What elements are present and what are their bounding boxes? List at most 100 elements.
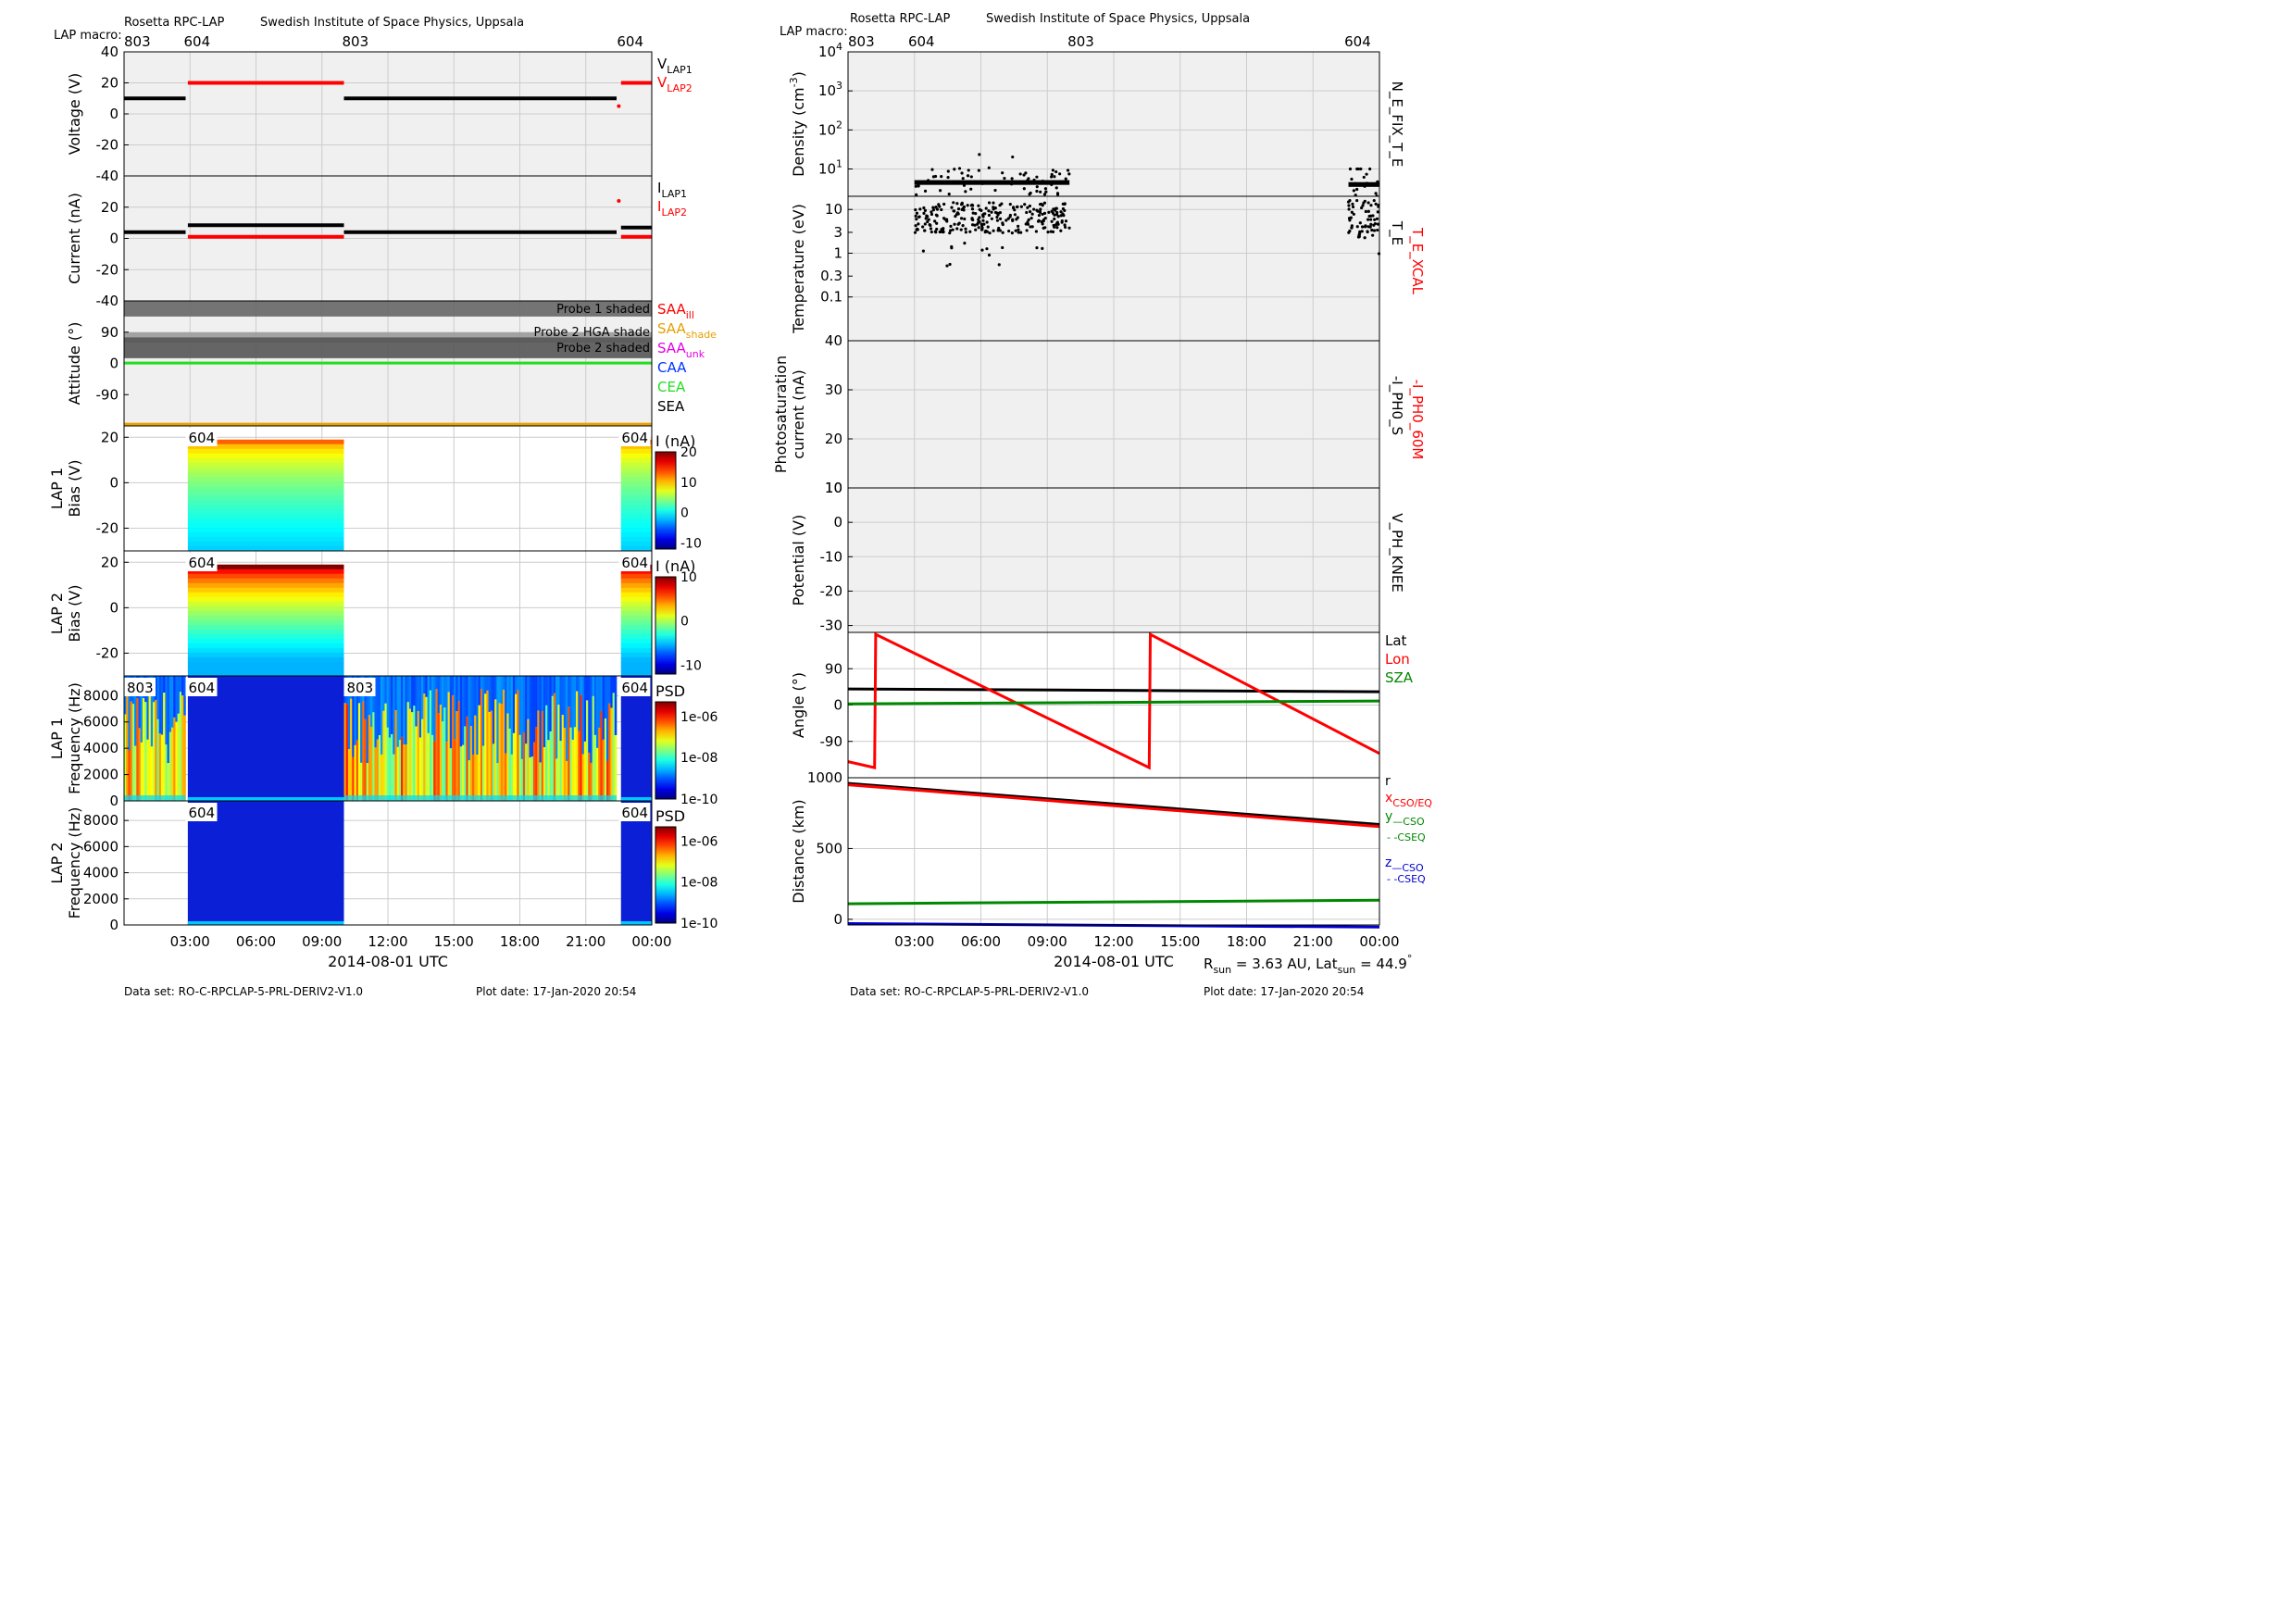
- lap1_psd-psd-column-top: [183, 676, 186, 716]
- lap1_psd-macro-label: 803: [127, 680, 154, 696]
- lap1_psd-psd-column: [368, 715, 371, 801]
- lap1_psd-psd-column-top: [173, 676, 176, 718]
- temperature-point: [1017, 224, 1020, 228]
- lap1_psd-psd-column: [140, 742, 144, 801]
- lap1_psd-psd-column: [573, 727, 577, 801]
- temperature-point: [945, 264, 949, 268]
- temperature-point: [1054, 206, 1058, 210]
- temperature-point: [966, 204, 969, 207]
- lap1_psd-psd-column-top: [557, 676, 560, 706]
- temperature-point: [978, 207, 981, 211]
- lap1_psd-psd-column: [525, 743, 528, 801]
- lap1_bias-heat-row: [620, 531, 652, 538]
- potential-ytick-label: 10: [825, 480, 842, 496]
- lap1_psd-psd-column: [345, 704, 349, 801]
- density-point: [1010, 177, 1014, 181]
- lap1_psd-psd-column: [173, 717, 176, 801]
- temperature-point: [977, 226, 980, 230]
- temperature-point: [984, 229, 988, 233]
- lap2_psd-ytick-label: 8000: [83, 812, 119, 829]
- lap2_bias-heat-row: [620, 568, 652, 575]
- lap2_bias-heat-row: [620, 652, 652, 658]
- density-point: [947, 193, 951, 196]
- temperature-point: [961, 224, 965, 228]
- temperature-point: [1040, 219, 1043, 224]
- lap1_bias-heat-row: [187, 518, 344, 524]
- lap2_psd-macro-box: [185, 803, 218, 821]
- lap1_psd-psd-column: [179, 692, 182, 801]
- current-ylabel: Current (nA): [66, 193, 83, 284]
- temperature-point: [925, 214, 929, 218]
- temperature-point: [915, 218, 918, 221]
- temperature-point: [1037, 213, 1042, 218]
- attitude-legend-entry: SEA: [657, 398, 685, 415]
- lap2_psd-psd-quiet: [620, 801, 652, 925]
- temperature-point: [987, 209, 991, 213]
- density-point: [966, 174, 970, 178]
- lap1_bias-heat-row: [620, 522, 652, 529]
- lap2_bias-heat-row: [187, 656, 344, 663]
- density-point: [993, 188, 997, 193]
- lap1_psd-psd-column: [454, 739, 456, 801]
- temperature-point: [973, 223, 977, 227]
- lap1_psd-psd-column: [445, 742, 448, 801]
- temperature-point: [1350, 210, 1354, 214]
- density-point: [1050, 175, 1054, 179]
- rsun-annotation: Rsun = 3.63 AU, Latsun = 44.9°: [1204, 953, 1412, 976]
- right-xlabel: 2014-08-01 UTC: [1054, 953, 1174, 970]
- lap1_psd-psd-column-top: [505, 676, 507, 754]
- lap1_psd-psd-column: [394, 709, 397, 801]
- lap1_psd-psd-column: [163, 693, 166, 801]
- lap1_psd-psd-column-top: [360, 676, 363, 763]
- density-point: [1022, 187, 1026, 191]
- temperature-point: [1023, 203, 1027, 206]
- photosaturation-ytick-label: 20: [825, 431, 842, 447]
- lap1_psd-psd-column-top: [384, 676, 387, 704]
- lap1_psd-psd-column-top: [478, 676, 481, 706]
- lap2_bias-ylabel: LAP 2: [48, 593, 66, 634]
- density-point: [1368, 167, 1372, 171]
- lap1_psd-psd-column: [581, 754, 585, 801]
- lap1_psd-psd-column-top: [454, 676, 456, 740]
- potential-right-label: V_PH_KNEE: [1388, 513, 1405, 593]
- right-xtick-label: 12:00: [1093, 933, 1133, 950]
- temperature-point: [1052, 207, 1055, 211]
- attitude-ylabel: Attitude (°): [66, 322, 83, 406]
- right-xtick-label: 03:00: [894, 933, 934, 950]
- temperature-point: [926, 219, 930, 224]
- temperature-point: [974, 228, 978, 231]
- temperature-point: [922, 211, 926, 215]
- temperature-point: [1017, 228, 1020, 231]
- temperature-point: [1364, 224, 1367, 228]
- lap1_psd-psd-column-top: [170, 676, 174, 728]
- temperature-point: [913, 231, 917, 234]
- temperature-point: [985, 247, 989, 251]
- lap1_psd-psd-column: [596, 747, 599, 801]
- temperature-point: [984, 206, 988, 210]
- temperature-point: [1352, 212, 1355, 216]
- temperature-point: [1363, 236, 1366, 240]
- lap1_psd-psd-column-top: [500, 676, 504, 705]
- lap1_psd-psd-column-top: [551, 676, 555, 696]
- current-legend-entry: ILAP1: [657, 180, 687, 200]
- temperature-point: [971, 211, 975, 215]
- lap2_bias-colorbar-tick: -10: [680, 658, 702, 673]
- lap2_psd-colorbar-tick: 1e-10: [680, 917, 718, 931]
- temperature-point: [978, 216, 981, 219]
- lap2_bias-heat-row: [187, 638, 344, 644]
- temperature-point: [1008, 203, 1012, 206]
- lap1_bias-heat-row: [187, 485, 344, 492]
- density-core: [1348, 181, 1379, 187]
- lap1_psd-psd-column-top: [179, 676, 182, 693]
- lap2_bias-heat-row: [187, 601, 344, 607]
- lap1_psd-psd-column-top: [474, 676, 477, 716]
- temperature-point: [1366, 230, 1369, 233]
- temperature-point: [1373, 218, 1377, 221]
- lap1_psd-psd-column-top: [177, 676, 181, 714]
- lap1_psd-psd-column-top: [406, 676, 410, 703]
- temperature-point: [937, 203, 941, 206]
- lap1_psd-psd-column: [437, 713, 441, 801]
- density-point: [1050, 182, 1054, 187]
- lap1_psd-psd-column: [593, 734, 597, 801]
- potential-ytick-label: -30: [820, 618, 843, 634]
